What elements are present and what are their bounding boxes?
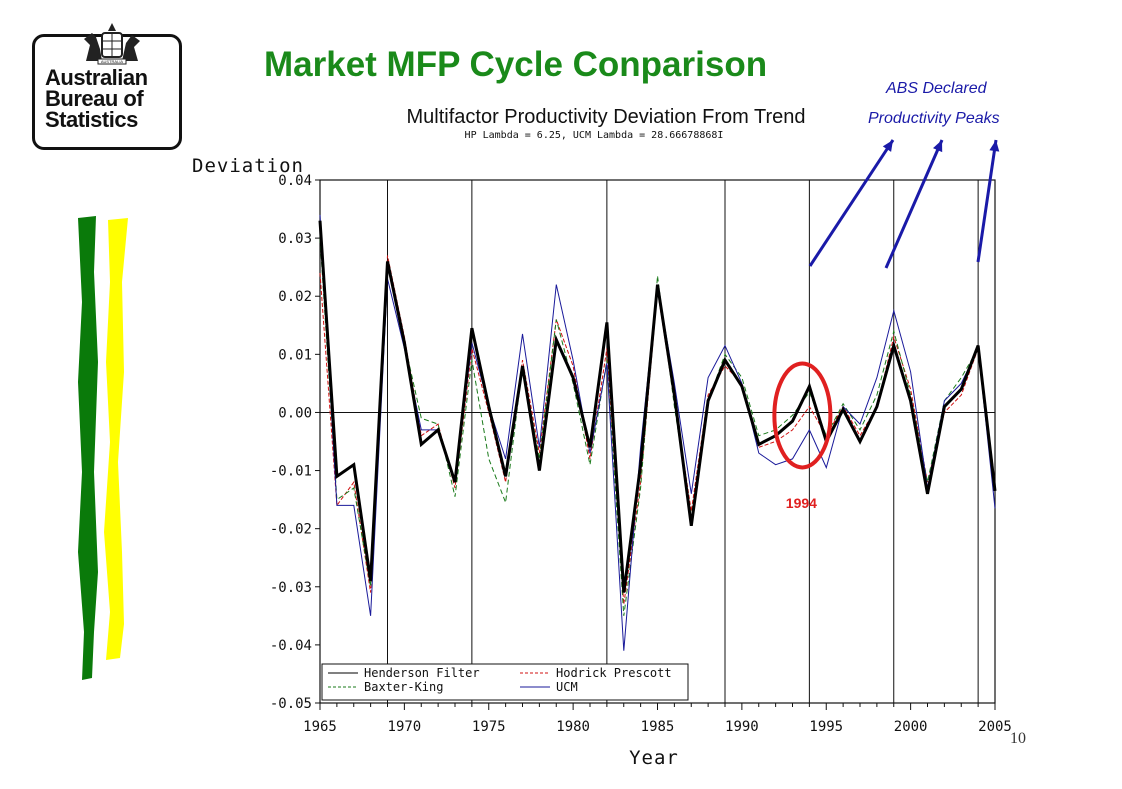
logo-line-2: Bureau of (45, 86, 144, 111)
highlight-label: 1994 (786, 495, 817, 511)
annotation-line-1: ABS Declared (886, 80, 987, 97)
x-tick-label: 2000 (894, 719, 928, 735)
y-tick-label: -0.03 (270, 580, 312, 596)
arrow-head (882, 140, 893, 152)
abs-logo: AUSTRALIA Australian Bureau of Statistic… (32, 23, 182, 150)
legend-box (321, 663, 689, 701)
annotation-line-2: Productivity Peaks (868, 110, 1000, 127)
peak-arrow (808, 139, 895, 267)
logo-line-3: Statistics (45, 107, 138, 132)
y-tick-label: -0.05 (270, 696, 312, 712)
legend-label: Baxter-King (364, 680, 443, 694)
chart-subtitle: HP Lambda = 6.25, UCM Lambda = 28.666788… (465, 130, 724, 141)
y-tick-label: 0.03 (278, 231, 312, 247)
y-tick-label: -0.01 (270, 464, 312, 480)
x-tick-label: 1995 (809, 719, 843, 735)
legend-label: Henderson Filter (364, 666, 480, 680)
crest-label: AUSTRALIA (101, 59, 124, 64)
x-tick-label: 1975 (472, 719, 506, 735)
y-tick-label: 0.00 (278, 405, 312, 421)
y-tick-label: 0.01 (278, 347, 312, 363)
chart-legend: Henderson Filter Hodrick Prescott Baxter-K… (321, 663, 689, 701)
legend-label: Hodrick Prescott (556, 666, 672, 680)
x-tick-label: 1965 (303, 719, 337, 735)
series-line-baxter-king (319, 238, 996, 616)
y-tick-label: 0.02 (278, 289, 312, 305)
x-tick-label: 1980 (556, 719, 590, 735)
legend-label: UCM (556, 680, 578, 694)
x-tick-label: 1985 (641, 719, 675, 735)
arrow-head (933, 140, 943, 153)
green-stripe (78, 216, 98, 680)
x-tick-label: 1990 (725, 719, 759, 735)
peak-arrow (976, 139, 998, 263)
highlight-ellipse (772, 361, 833, 470)
y-tick-label: -0.02 (270, 522, 312, 538)
arrow-head (989, 140, 1000, 152)
y-tick-label: 0.04 (278, 173, 312, 189)
series-line-henderson-filter (318, 220, 997, 593)
yellow-stripe (104, 218, 128, 660)
x-axis-label: Year (629, 747, 679, 769)
y-axis-label: Deviation (192, 155, 304, 177)
x-tick-label: 2005 (978, 719, 1012, 735)
x-tick-label: 1970 (388, 719, 422, 735)
logo-line-1: Australian (45, 65, 148, 90)
plot-area: 0.04 0.03 0.02 0.01 0.00 -0.01 -0.02 -0.03 -0.04… (270, 173, 1012, 735)
y-tick-label: -0.04 (270, 638, 312, 654)
page-number: 10 (1010, 730, 1026, 747)
annotation-layer: 1994 (772, 139, 1000, 511)
chart-title: Multifactor Productivity Deviation From … (406, 106, 805, 128)
peak-arrow (884, 139, 944, 269)
coat-of-arms-icon: AUSTRALIA (84, 23, 140, 65)
slide-title: Market MFP Cycle Conparison (264, 45, 768, 84)
